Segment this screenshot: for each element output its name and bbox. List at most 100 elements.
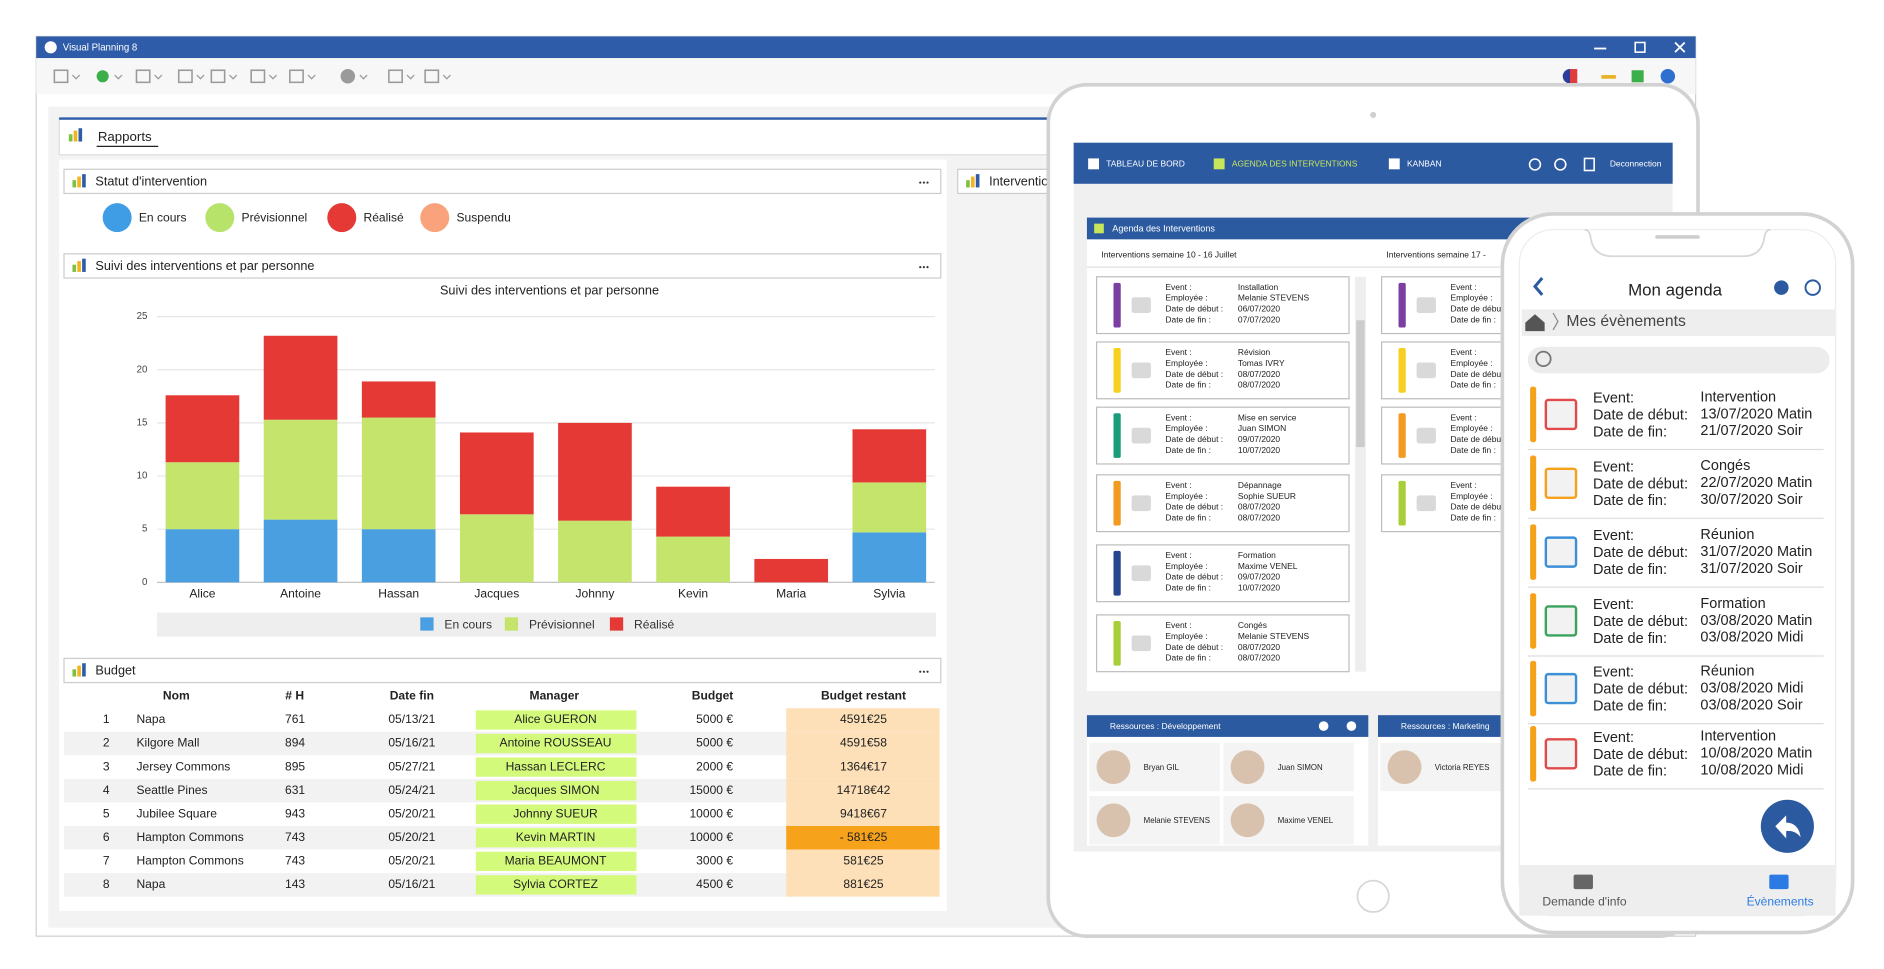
card-field-value: 08/07/2020 [1238, 513, 1281, 523]
status-legend-swatch [102, 203, 132, 233]
icon-bar [77, 176, 81, 188]
toolbar-button[interactable] [210, 69, 226, 84]
status-legend-swatch [205, 203, 235, 233]
y-tick-label: 0 [142, 577, 147, 588]
event-field-value: Réunion [1700, 664, 1754, 680]
key-icon[interactable] [1601, 75, 1616, 79]
close-button[interactable] [1674, 41, 1686, 53]
card-field-label: Date de début : [1165, 434, 1223, 444]
power-icon[interactable] [1804, 279, 1821, 296]
cell-budget-restant: 1364€17 [840, 759, 887, 773]
manager-cell [475, 757, 637, 777]
card-field-label: Date de fin : [1165, 653, 1211, 663]
column-header: Budget restant [821, 689, 906, 703]
card-field-label: Event : [1450, 347, 1476, 357]
bar [263, 335, 338, 420]
event-field-label: Date de fin: [1593, 631, 1667, 647]
card-field-label: Date de début : [1165, 642, 1223, 652]
toolbar-button[interactable] [177, 69, 193, 84]
event-field-label: Date de début: [1593, 407, 1688, 423]
event-field-label: Event: [1593, 391, 1634, 407]
event-icon [1544, 738, 1578, 770]
cell-date-fin: 05/27/21 [388, 759, 435, 773]
search-icon [1535, 350, 1552, 368]
event-field-label: Event: [1593, 665, 1634, 681]
toolbar-button[interactable] [96, 70, 109, 83]
toolbar-caret [442, 74, 451, 80]
cell-date-fin: 05/16/21 [388, 877, 435, 891]
cell-manager: Alice GUERON [514, 712, 596, 726]
cell-date-fin: 05/13/21 [388, 712, 435, 726]
column-header: Budget [692, 689, 734, 703]
cell-date-fin: 05/20/21 [388, 853, 435, 867]
toolbar-button[interactable] [424, 69, 440, 84]
status-legend-label: En cours [139, 210, 187, 224]
event-field-value: 03/08/2020 Matin [1700, 613, 1812, 629]
status-legend-label: Prévisionnel [242, 210, 308, 224]
card-color-bar [1113, 550, 1121, 596]
reports-tab[interactable]: Rapports [98, 129, 152, 144]
help-button[interactable] [1660, 69, 1676, 84]
toolbar-button[interactable] [289, 69, 304, 84]
cell-nom: Jubilee Square [136, 806, 217, 820]
resource-settings[interactable] [1346, 721, 1357, 731]
icon-bar [966, 180, 970, 188]
toolbar-caret [307, 74, 316, 80]
scrollbar-track [1355, 276, 1366, 672]
nav-item[interactable]: AGENDA DES INTERVENTIONS [1232, 159, 1358, 169]
tab-label[interactable]: Demande d'info [1542, 895, 1626, 909]
language-flag-half [1570, 69, 1578, 84]
toolbar-button[interactable] [250, 69, 266, 84]
manager-cell [475, 828, 637, 848]
cell-budget: 10000 € [689, 806, 733, 820]
bar [361, 529, 436, 583]
agenda-title: Agenda des Interventions [1112, 223, 1215, 233]
phone-notch [1584, 228, 1771, 258]
tablet-home-button[interactable] [1356, 879, 1390, 913]
toolbar-caret [196, 74, 205, 80]
person-name: Melanie STEVENS [1144, 816, 1210, 825]
cell-hours: 743 [285, 830, 305, 844]
bar [459, 514, 534, 583]
card-field-value: Melanie STEVENS [1238, 293, 1310, 303]
sync-icon[interactable] [1631, 70, 1644, 83]
title-bar [36, 36, 1696, 59]
bar [361, 381, 436, 418]
card-field-value: 06/07/2020 [1238, 304, 1281, 314]
nav-action[interactable] [1554, 158, 1567, 171]
toolbar-button[interactable] [53, 69, 69, 84]
person-name: Victoria REYES [1435, 763, 1490, 772]
tab-label[interactable]: Évènements [1747, 894, 1814, 909]
card-icon [1131, 297, 1151, 314]
nav-item[interactable]: TABLEAU DE BORD [1106, 159, 1185, 169]
panel-title: Intervention [989, 174, 1055, 188]
event-field-label: Date de début: [1593, 476, 1688, 492]
event-field-label: Event: [1593, 730, 1634, 746]
scrollbar-thumb[interactable] [1356, 320, 1365, 448]
search-bar[interactable] [1527, 346, 1830, 374]
nav-item[interactable]: KANBAN [1407, 159, 1442, 169]
cloud-icon[interactable] [1774, 280, 1789, 295]
card-field-value: 08/07/2020 [1238, 502, 1281, 512]
card-color-bar [1398, 282, 1406, 328]
resources-title: Ressources : Développement [1110, 721, 1221, 731]
card-icon [1416, 362, 1436, 379]
icon-bar [77, 261, 81, 272]
cell-hours: 761 [285, 712, 305, 726]
row-index: 4 [103, 783, 110, 797]
cell-nom: Napa [136, 712, 165, 726]
event-accent [1530, 524, 1537, 580]
event-field-label: Date de début: [1593, 614, 1688, 630]
toolbar-button[interactable] [388, 69, 403, 84]
home-icon[interactable] [1525, 314, 1545, 332]
event-field-label: Date de début: [1593, 682, 1688, 698]
maximize-button[interactable] [1634, 41, 1646, 53]
toolbar-button[interactable] [135, 69, 151, 84]
logout-link[interactable]: Deconnection [1610, 159, 1662, 169]
add-resource[interactable] [1318, 721, 1329, 731]
back-button[interactable] [1532, 277, 1544, 296]
toolbar-button[interactable] [340, 69, 356, 84]
card-field-value: Formation [1238, 550, 1276, 560]
cell-nom: Jersey Commons [136, 759, 230, 773]
nav-action[interactable] [1528, 158, 1542, 171]
